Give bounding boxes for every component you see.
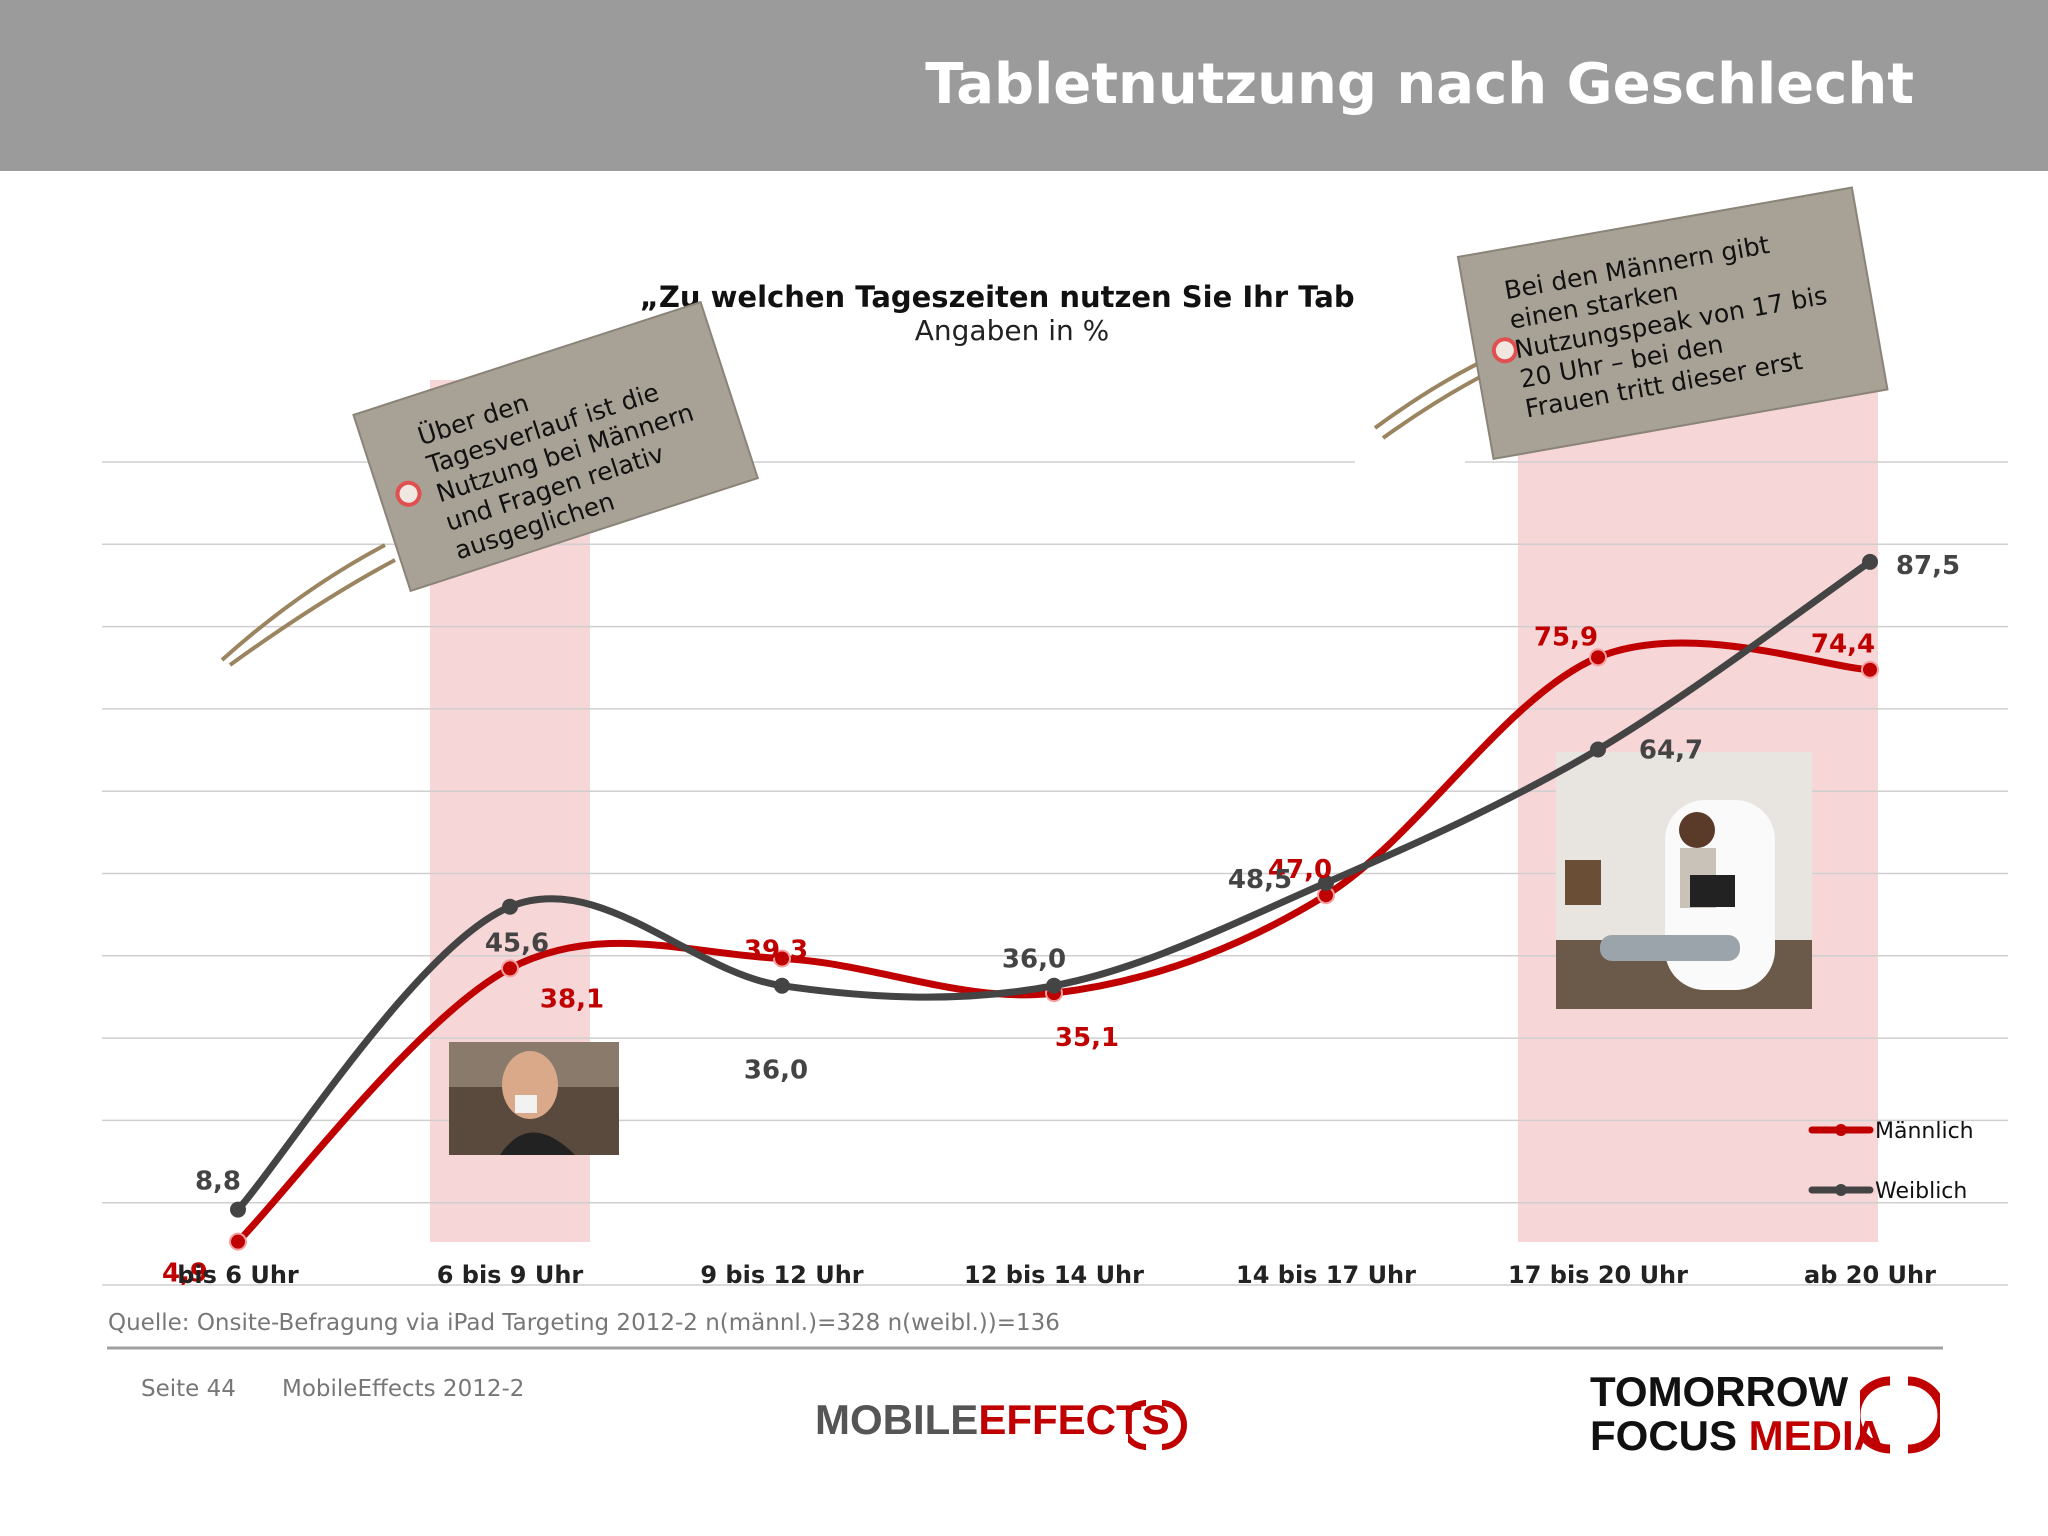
x-tick-label: bis 6 Uhr (177, 1261, 299, 1289)
data-label: 38,1 (540, 984, 604, 1014)
data-label: 4,9 (162, 1259, 208, 1289)
x-tick-label: 17 bis 20 Uhr (1508, 1261, 1688, 1289)
data-point (1046, 977, 1062, 994)
logo-tomorrow-text: TOMORROW (1590, 1368, 1849, 1415)
data-label: 74,4 (1811, 630, 1875, 660)
data-label: 75,9 (1534, 622, 1598, 652)
source-note: Quelle: Onsite-Befragung via iPad Target… (108, 1310, 1060, 1336)
price-tag-right: Bei den Männern gibt einen starken Nutzu… (1355, 186, 1889, 478)
mobile-effects-ring-icon (1128, 1400, 1187, 1450)
data-label: 8,8 (195, 1167, 241, 1197)
data-point (502, 898, 518, 915)
legend-label: Männlich (1875, 1119, 1974, 1144)
legend-marker (1835, 1184, 1847, 1196)
page-number: Seite 44 (141, 1376, 236, 1402)
logo-mobile-text: MOBILE (815, 1396, 979, 1443)
photo-woman-with-tablet (1556, 752, 1812, 1009)
chart-title: „Zu welchen Tageszeiten nutzen Sie Ihr T… (640, 280, 1384, 314)
data-label: 35,1 (1055, 1023, 1119, 1053)
data-label: 45,6 (485, 929, 549, 959)
x-tick-label: ab 20 Uhr (1804, 1261, 1936, 1289)
legend-label: Weiblich (1875, 1179, 1967, 1204)
data-point (229, 1232, 247, 1251)
chart-subtitle: Angaben in % (915, 314, 1110, 347)
data-point (1318, 874, 1334, 891)
x-tick-label: 12 bis 14 Uhr (964, 1261, 1144, 1289)
data-label: 39,3 (744, 936, 808, 966)
logo-focus-text: FOCUS (1590, 1412, 1737, 1459)
data-point (1861, 660, 1879, 679)
header-bar: Tabletnutzung nach Geschlecht (0, 0, 2048, 171)
study-name: MobileEffects 2012-2 (282, 1376, 525, 1402)
page-title: Tabletnutzung nach Geschlecht (925, 52, 1914, 117)
x-tick-label: 14 bis 17 Uhr (1236, 1261, 1416, 1289)
tomorrow-focus-media-logo: TOMORROW FOCUS MEDIA (1590, 1370, 1884, 1458)
data-label: 64,7 (1639, 736, 1703, 766)
mobile-effects-logo: MOBILEEFFECTS (815, 1396, 1170, 1444)
data-point (1590, 741, 1606, 758)
data-point (230, 1201, 246, 1218)
photo-man-drinking-coffee (449, 1042, 619, 1155)
data-point (774, 977, 790, 994)
data-label: 48,5 (1228, 865, 1292, 895)
data-point (1862, 553, 1878, 570)
data-label: 87,5 (1896, 551, 1960, 581)
legend-marker (1835, 1124, 1847, 1136)
data-label: 36,0 (1002, 945, 1066, 975)
tomorrow-focus-ring-icon (1860, 1376, 1940, 1454)
data-point (1589, 648, 1607, 667)
data-label: 47,0 (1268, 855, 1332, 885)
price-tag-left: Über den Tagesverlauf ist die Nutzung be… (145, 300, 760, 667)
data-label: 36,0 (744, 1056, 808, 1086)
x-tick-label: 9 bis 12 Uhr (700, 1261, 863, 1289)
data-point (501, 959, 519, 978)
data-point (773, 949, 791, 968)
x-tick-label: 6 bis 9 Uhr (437, 1261, 584, 1289)
